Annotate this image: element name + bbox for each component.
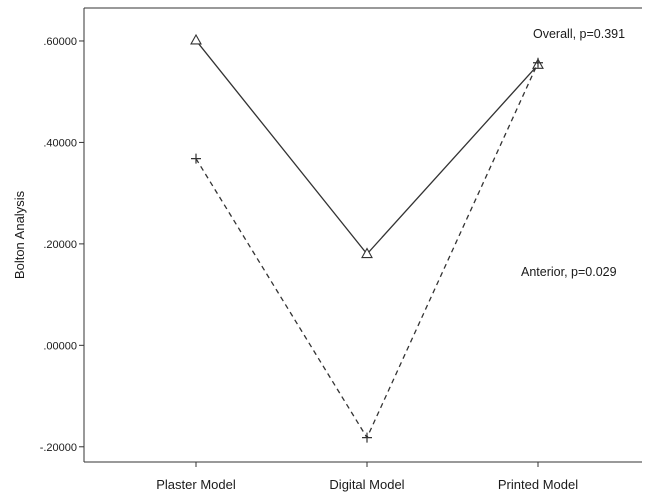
data-point-overall: [361, 247, 373, 259]
y-ticks: .60000 .40000 .20000 .00000 -.20000: [40, 36, 84, 454]
data-point-anterior: [191, 153, 201, 164]
data-point-anterior: [533, 57, 543, 68]
y-axis-label: Bolton Analysis: [12, 190, 27, 279]
series-line-overall: [195, 40, 539, 256]
x-tick-label: Printed Model: [498, 477, 578, 492]
data-point-anterior: [362, 432, 372, 443]
y-tick-label: .00000: [43, 340, 77, 352]
axes: Bolton Analysis: [12, 7, 642, 463]
x-ticks: Plaster Model Digital Model Printed Model: [156, 462, 578, 492]
y-tick-label: .40000: [43, 137, 77, 149]
series: [190, 33, 544, 443]
y-tick-label: .20000: [43, 239, 77, 251]
annotation-anterior: Anterior, p=0.029: [521, 265, 617, 279]
y-tick-label: -.20000: [40, 442, 77, 454]
x-tick-label: Plaster Model: [156, 477, 236, 492]
y-tick-label: .60000: [43, 36, 77, 48]
annotation-overall: Overall, p=0.391: [533, 27, 625, 41]
annotations: Overall, p=0.391 Anterior, p=0.029: [521, 27, 625, 279]
x-tick-label: Digital Model: [329, 477, 404, 492]
data-point-overall: [190, 33, 202, 45]
